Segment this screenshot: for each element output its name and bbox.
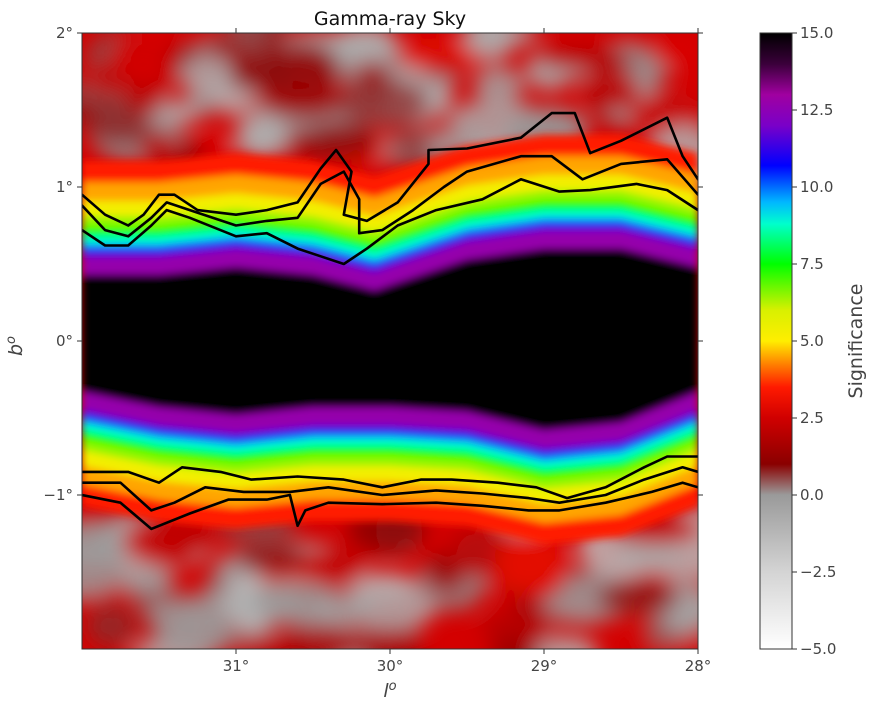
contour-line — [82, 154, 698, 238]
colorbar-tick-label: 10.0 — [800, 178, 833, 196]
chart-title: Gamma-ray Sky — [314, 8, 466, 30]
colorbar-tick-label: −5.0 — [800, 640, 836, 658]
noise-blob — [336, 77, 430, 128]
noise-blob — [310, 592, 374, 623]
noise-blob — [396, 39, 486, 72]
colorbar-tick-label: 2.5 — [800, 409, 824, 427]
noise-blob — [652, 34, 698, 70]
colorbar-tick-label: 0.0 — [800, 486, 824, 504]
noise-blob — [537, 42, 615, 71]
noise-blob — [237, 541, 308, 574]
noise-blob — [180, 55, 235, 95]
x-tick-label: 29° — [531, 657, 558, 675]
noise-blob — [473, 66, 525, 104]
y-axis-label: bo — [4, 336, 27, 356]
emission-band — [82, 134, 698, 545]
contour-line — [82, 466, 698, 512]
y-tick-label: 0° — [56, 332, 73, 350]
plot-area — [82, 33, 698, 649]
contour-line — [82, 178, 698, 266]
y-tick-label: 1° — [56, 178, 73, 196]
x-axis: 31° 30° 29° 28° — [223, 28, 712, 675]
noise-blob — [82, 537, 126, 597]
contour-line — [82, 111, 698, 227]
noise-blob — [116, 566, 177, 592]
noise-blob — [226, 33, 273, 52]
noise-blob — [85, 604, 136, 648]
y-axis-label-text: b — [5, 344, 27, 356]
colorbar-tick-label: 5.0 — [800, 332, 824, 350]
y-axis-label-sup: o — [4, 336, 19, 344]
noise-blob — [479, 612, 558, 642]
x-axis-label: lo — [383, 679, 396, 702]
x-axis-label-text: l — [383, 680, 389, 702]
colorbar-tick-label: 12.5 — [800, 101, 833, 119]
noise-blob — [458, 33, 540, 47]
noise-blob — [496, 531, 561, 592]
colorbar-ticks: 15.0 12.5 10.0 7.5 5.0 2.5 0.0 −2.5 −5.0 — [792, 24, 836, 658]
noise-blob — [142, 531, 219, 556]
band-level — [82, 248, 698, 431]
noise-blob — [536, 635, 598, 649]
y-axis: 2° 1° 0° −1° — [43, 24, 703, 504]
noise-blob — [155, 614, 234, 649]
noise-blob — [257, 87, 346, 120]
x-tick-label: 30° — [377, 657, 404, 675]
contour-line — [82, 481, 698, 531]
y-tick-label: 2° — [56, 24, 73, 42]
noise-blob — [302, 121, 378, 161]
x-tick-label: 28° — [685, 657, 712, 675]
noise-blob — [227, 58, 294, 93]
contour-line — [82, 455, 698, 500]
noise-blob — [579, 67, 641, 113]
x-tick-label: 31° — [223, 657, 250, 675]
colorbar-tick-label: −2.5 — [800, 563, 836, 581]
colorbar-tick-label: 7.5 — [800, 255, 824, 273]
noise-blob — [112, 33, 174, 82]
noise-blob — [345, 587, 437, 631]
noise-blob — [241, 632, 283, 649]
x-axis-label-sup: o — [389, 679, 397, 694]
colorbar — [759, 32, 793, 650]
colorbar-label: Significance — [845, 284, 867, 399]
noise-blob — [596, 580, 679, 617]
noise-blob — [221, 591, 259, 623]
contour-lines — [82, 111, 698, 531]
noise-blob — [275, 624, 364, 649]
noise-blob — [234, 112, 289, 160]
noise-blob — [304, 545, 368, 588]
y-tick-label: −1° — [43, 486, 73, 504]
colorbar-tick-label: 15.0 — [800, 24, 833, 42]
